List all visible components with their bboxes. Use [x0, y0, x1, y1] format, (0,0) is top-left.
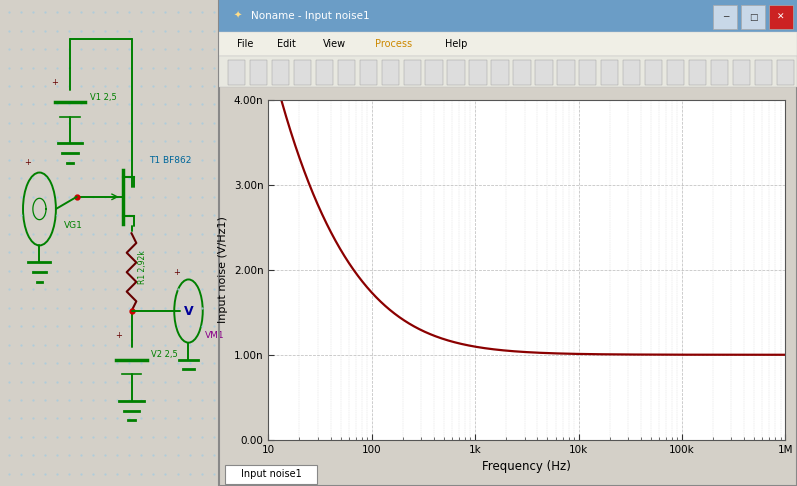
FancyBboxPatch shape — [403, 60, 421, 85]
Text: +: + — [24, 158, 31, 167]
X-axis label: Frequency (Hz): Frequency (Hz) — [482, 460, 571, 473]
FancyBboxPatch shape — [536, 60, 552, 85]
Text: R1 2,92k: R1 2,92k — [138, 250, 147, 284]
FancyBboxPatch shape — [491, 60, 508, 85]
Text: Help: Help — [445, 39, 467, 49]
FancyBboxPatch shape — [733, 60, 750, 85]
FancyBboxPatch shape — [219, 32, 797, 56]
FancyBboxPatch shape — [623, 60, 641, 85]
Text: VG1: VG1 — [64, 222, 82, 230]
FancyBboxPatch shape — [469, 60, 487, 85]
Text: Process: Process — [375, 39, 412, 49]
Text: Input noise1: Input noise1 — [241, 469, 301, 479]
Text: V2 2,5: V2 2,5 — [151, 350, 178, 359]
FancyBboxPatch shape — [219, 0, 797, 32]
FancyBboxPatch shape — [557, 60, 575, 85]
Text: File: File — [237, 39, 253, 49]
Text: VM1: VM1 — [205, 331, 225, 340]
Text: View: View — [324, 39, 347, 49]
FancyBboxPatch shape — [689, 60, 706, 85]
FancyBboxPatch shape — [713, 5, 737, 29]
FancyBboxPatch shape — [294, 60, 311, 85]
FancyBboxPatch shape — [667, 60, 685, 85]
FancyBboxPatch shape — [225, 465, 317, 484]
FancyBboxPatch shape — [755, 60, 772, 85]
FancyBboxPatch shape — [513, 60, 531, 85]
Text: V1 2,5: V1 2,5 — [90, 93, 116, 102]
Text: +: + — [115, 331, 122, 340]
Y-axis label: Input noise (V/Hz1): Input noise (V/Hz1) — [218, 216, 228, 323]
FancyBboxPatch shape — [645, 60, 662, 85]
FancyBboxPatch shape — [711, 60, 728, 85]
FancyBboxPatch shape — [316, 60, 333, 85]
FancyBboxPatch shape — [741, 5, 765, 29]
FancyBboxPatch shape — [249, 60, 267, 85]
Text: +: + — [51, 78, 58, 87]
FancyBboxPatch shape — [228, 60, 245, 85]
Text: T1 BF862: T1 BF862 — [149, 156, 191, 165]
FancyBboxPatch shape — [382, 60, 398, 85]
FancyBboxPatch shape — [219, 56, 797, 87]
FancyBboxPatch shape — [359, 60, 377, 85]
FancyBboxPatch shape — [447, 60, 465, 85]
Text: ✕: ✕ — [777, 13, 784, 21]
FancyBboxPatch shape — [426, 60, 443, 85]
Text: □: □ — [749, 13, 757, 21]
Text: V: V — [183, 305, 194, 317]
FancyBboxPatch shape — [272, 60, 289, 85]
FancyBboxPatch shape — [338, 60, 355, 85]
Text: ─: ─ — [723, 13, 728, 21]
Text: Edit: Edit — [277, 39, 296, 49]
Text: ✦: ✦ — [234, 11, 241, 20]
FancyBboxPatch shape — [777, 60, 794, 85]
FancyBboxPatch shape — [768, 5, 793, 29]
Text: Noname - Input noise1: Noname - Input noise1 — [251, 11, 370, 20]
FancyBboxPatch shape — [601, 60, 618, 85]
Text: +: + — [173, 268, 180, 277]
FancyBboxPatch shape — [579, 60, 596, 85]
